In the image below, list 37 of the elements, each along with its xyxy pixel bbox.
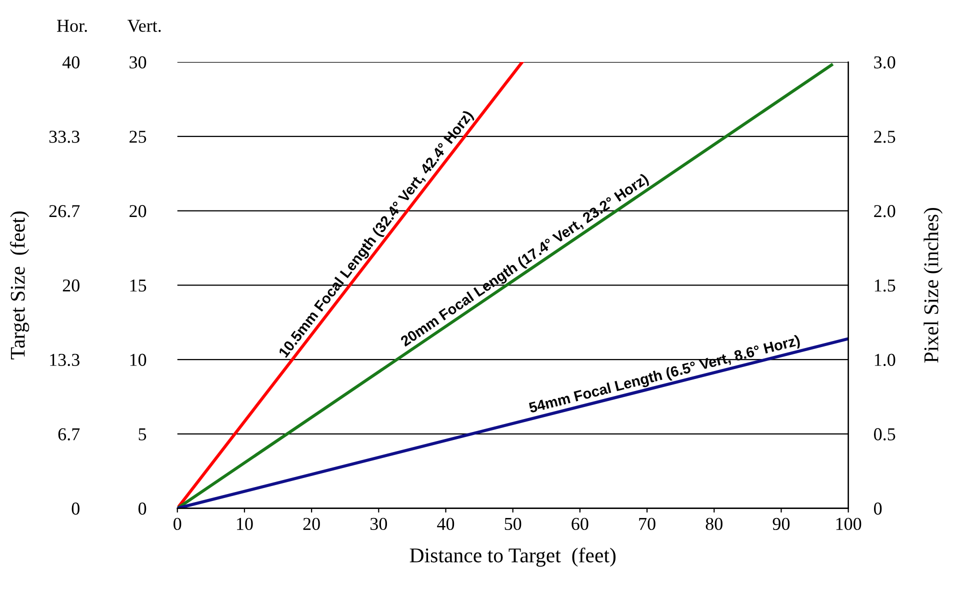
x-tick-label: 80 xyxy=(706,518,722,530)
x-tick-label: 90 xyxy=(772,518,790,530)
x-tick-label: 20 xyxy=(303,518,320,530)
x-tick-label: 50 xyxy=(504,518,522,530)
y-tick-label: 20 xyxy=(130,205,146,218)
y3-tick-label: 0 xyxy=(72,502,80,515)
y2-tick-label: 2.0 xyxy=(874,205,896,218)
text: Hor. xyxy=(57,20,87,32)
y3-tick-label: 6.7 xyxy=(58,428,80,440)
y3-tick-label: 20 xyxy=(62,279,80,292)
y2-axis-title: Pixel Size (inches) xyxy=(924,208,943,363)
y2-tick-label: 0 xyxy=(874,502,882,515)
y2-tick-label: 3.0 xyxy=(874,56,896,69)
y2-tick-label: 1.0 xyxy=(874,354,896,366)
x-tick-label: 70 xyxy=(639,518,656,530)
y2-tick-label: 0.5 xyxy=(874,428,896,440)
y3-tick-label: 26.7 xyxy=(49,205,80,218)
y-axis-title: Target Size (feet) xyxy=(10,212,30,360)
y3-tick-label: 33.3 xyxy=(49,130,80,143)
x-tick-label: 60 xyxy=(572,518,588,530)
y3-tick-label: 13.3 xyxy=(50,354,80,366)
x-tick-label: 0 xyxy=(174,518,182,530)
y3-tick-label: 40 xyxy=(62,56,80,68)
y-tick-label: 15 xyxy=(130,279,146,292)
y-tick-label: 10 xyxy=(130,354,146,366)
y2-tick-label: 1.5 xyxy=(874,279,896,292)
x-tick-label: 30 xyxy=(370,518,387,530)
y-tick-label: 25 xyxy=(130,130,146,143)
y2-tick-label: 2.5 xyxy=(874,130,896,143)
y-tick-label: 5 xyxy=(138,428,146,440)
y-tick-label: 0 xyxy=(138,502,146,515)
x-tick-label: 40 xyxy=(437,518,454,530)
x-tick-label: 10 xyxy=(237,518,253,530)
y-tick-label: 30 xyxy=(130,56,146,68)
x-tick-label: 100 xyxy=(836,518,862,530)
x-axis-title: Distance to Target (feet) xyxy=(410,548,616,567)
text: Vert. xyxy=(128,20,161,32)
